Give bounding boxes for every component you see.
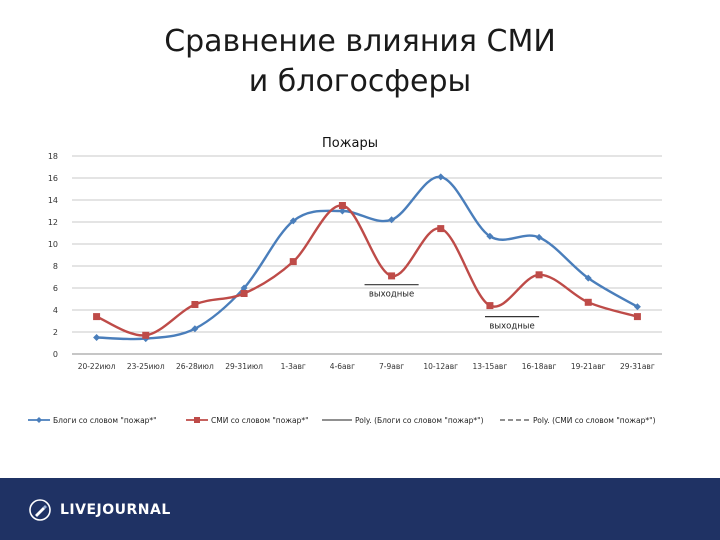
- x-tick-label: 1-3авг: [281, 362, 306, 371]
- legend-label-1: Блоги со словом "пожар*": [53, 416, 157, 425]
- series-1-point: [289, 217, 297, 225]
- slide-title-line-2: и блогосферы: [248, 64, 472, 99]
- legend-label-2: СМИ со словом "пожар*": [211, 416, 309, 425]
- y-tick-label: 10: [48, 240, 58, 249]
- series-2-point: [535, 271, 543, 279]
- grid-lines: [72, 155, 662, 355]
- livejournal-pen-icon: [29, 499, 51, 521]
- series-2-point: [437, 225, 445, 233]
- x-tick-label: 23-25июл: [127, 362, 165, 371]
- series-1-point: [240, 284, 248, 292]
- series-2-point: [142, 331, 150, 339]
- annotation-label-1: выходные: [369, 290, 414, 300]
- x-tick-label: 10-12авг: [423, 362, 458, 371]
- x-tick-label: 26-28июл: [176, 362, 214, 371]
- series-1-point: [535, 233, 543, 241]
- y-tick-label: 18: [48, 152, 58, 161]
- series-2-point: [240, 290, 248, 297]
- y-axis-ticks: 0 2 4 6 8 10 12 14 16 18: [48, 152, 58, 359]
- series-1-point: [486, 232, 494, 240]
- chart-title: Пожары: [322, 136, 378, 151]
- legend-label-3: Poly. (Блоги со словом "пожар*"): [355, 416, 484, 425]
- series-1-point: [388, 216, 396, 224]
- y-tick-label: 14: [48, 196, 58, 205]
- series-2-point: [289, 258, 297, 266]
- legend-marker-square: [194, 417, 200, 423]
- y-tick-label: 8: [53, 262, 58, 271]
- y-tick-label: 2: [53, 328, 58, 337]
- x-tick-label: 4-6авг: [330, 362, 355, 371]
- series-1-point: [93, 334, 101, 341]
- livejournal-logo[interactable]: LIVEJOURNAL: [28, 498, 171, 522]
- annotation-label-2: выходные: [489, 322, 534, 332]
- series-1-point: [338, 207, 346, 215]
- series-1-point: [633, 303, 641, 311]
- series-2-point: [191, 301, 199, 308]
- slide-title-line-1: Сравнение влияния СМИ: [164, 24, 556, 59]
- x-tick-label: 29-31июл: [225, 362, 263, 371]
- series-2-point: [633, 313, 641, 321]
- legend-marker-diamond: [36, 417, 42, 423]
- y-tick-label: 0: [53, 350, 58, 359]
- x-tick-label: 19-21авг: [571, 362, 606, 371]
- series-1-point: [191, 325, 199, 333]
- x-tick-label: 29-31авг: [620, 362, 655, 371]
- slide-title: Сравнение влияния СМИ и блогосферы: [0, 22, 720, 102]
- x-tick-label: 16-18авг: [522, 362, 557, 371]
- chart-legend: Блоги со словом "пожар*" СМИ со словом "п…: [28, 416, 656, 425]
- y-tick-label: 12: [48, 218, 58, 227]
- footer-bar: LIVEJOURNAL: [0, 478, 720, 540]
- logo-text: LIVEJOURNAL: [60, 502, 171, 518]
- series-lines: [93, 173, 641, 343]
- series-1-point: [584, 274, 592, 282]
- annotations: выходные выходные: [364, 284, 540, 332]
- x-tick-label: 13-15авг: [473, 362, 508, 371]
- series-2-point: [486, 302, 494, 310]
- series-1-point: [437, 173, 445, 181]
- y-tick-label: 4: [53, 306, 58, 315]
- series-2-point: [584, 298, 592, 306]
- x-tick-label: 20-22июл: [78, 362, 116, 371]
- x-axis-ticks: 20-22июл 23-25июл 26-28июл 29-31июл 1-3авг 4-…: [78, 362, 655, 371]
- x-tick-label: 7-9авг: [379, 362, 404, 371]
- series-2-point: [93, 313, 101, 321]
- legend-label-4: Poly. (СМИ со словом "пожар*"): [533, 416, 656, 425]
- series-2-point: [388, 272, 396, 280]
- y-tick-label: 6: [53, 284, 58, 293]
- series-2-point: [338, 202, 346, 209]
- series-line-2: [96, 204, 638, 337]
- y-tick-label: 16: [48, 174, 58, 183]
